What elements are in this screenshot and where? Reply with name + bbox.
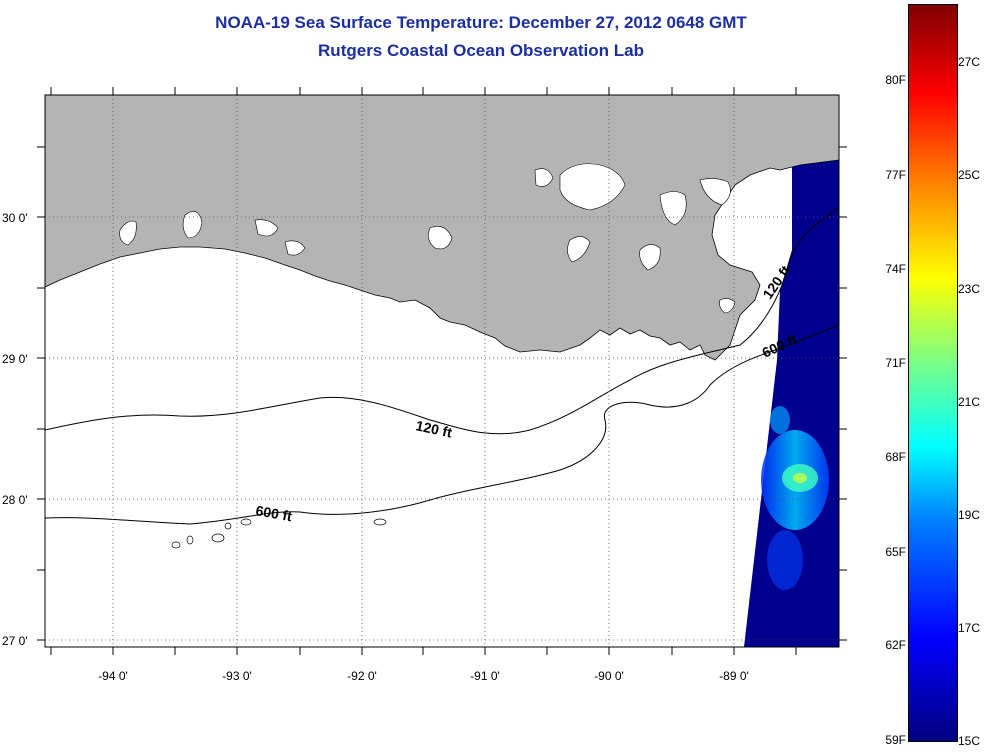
contour-600ft: [45, 324, 839, 525]
colorbar-f-label: 80F: [885, 73, 906, 87]
lat-label: 30 0': [2, 211, 28, 225]
colorbar-f-label: 68F: [885, 450, 906, 464]
map-subtitle: Rutgers Coastal Ocean Observation Lab: [318, 41, 644, 60]
colorbar-f-label: 77F: [885, 168, 906, 182]
axis-ticks: [37, 87, 847, 655]
lakes: [119, 163, 736, 314]
colorbar-c-label: 17C: [958, 621, 981, 635]
colorbar-c-label: 15C: [958, 734, 981, 748]
graticule: [45, 95, 839, 647]
colorbar-c-label: 25C: [958, 168, 981, 182]
lon-label: -94 0': [98, 669, 128, 683]
map-frame: [44, 94, 840, 648]
lat-label: 28 0': [2, 493, 28, 507]
lon-label: -89 0': [719, 669, 749, 683]
contour-label: 600 ft: [254, 502, 293, 524]
colorbar-f-label: 74F: [885, 262, 906, 276]
map-title: NOAA-19 Sea Surface Temperature: Decembe…: [215, 13, 747, 32]
sst-patch-south: [767, 530, 803, 590]
colorbar-f-label: 71F: [885, 356, 906, 370]
lon-label: -91 0': [470, 669, 500, 683]
contour-label: 120 ft: [414, 417, 453, 440]
colorbar-f-label: 59F: [885, 733, 906, 747]
temperature-colorbar: [908, 4, 958, 742]
lon-label: -92 0': [347, 669, 377, 683]
colorbar-c-label: 23C: [958, 282, 981, 296]
lon-label: -93 0': [222, 669, 252, 683]
colorbar-c-label: 21C: [958, 395, 981, 409]
colorbar-f-label: 62F: [885, 638, 906, 652]
contour-120ft: [45, 207, 839, 435]
lat-label: 27 0': [2, 634, 28, 648]
offshore-banks: [171, 518, 387, 549]
colorbar-c-label: 19C: [958, 508, 981, 522]
lat-label: 29 0': [2, 352, 28, 366]
sst-swath: [744, 160, 839, 647]
colorbar-f-label: 65F: [885, 545, 906, 559]
colorbar-c-label: 27C: [958, 55, 981, 69]
sst-warm-peak: [793, 473, 807, 483]
lon-label: -90 0': [594, 669, 624, 683]
sst-patch-north: [770, 406, 790, 434]
